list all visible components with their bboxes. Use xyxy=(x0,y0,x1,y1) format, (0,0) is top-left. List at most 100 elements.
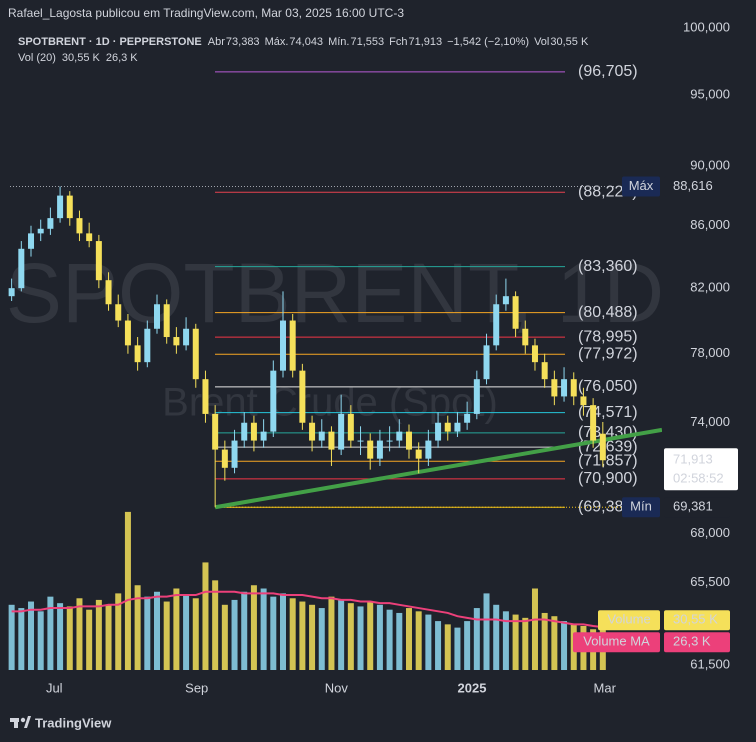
candle-body xyxy=(57,195,64,219)
volume-bar xyxy=(28,601,35,670)
volume-bar xyxy=(493,604,500,670)
volume-bar xyxy=(57,603,64,670)
candle-body xyxy=(493,304,500,346)
candle-body xyxy=(105,280,112,305)
candle-body xyxy=(241,422,248,441)
y-tick-label: 68,000 xyxy=(690,525,730,540)
candle-body xyxy=(531,345,538,363)
candle-body xyxy=(260,431,267,441)
legend-text: Mín. xyxy=(328,36,349,48)
legend-text: 74,043 xyxy=(289,36,323,48)
candle-body xyxy=(435,422,442,441)
volume-bar xyxy=(202,562,209,670)
legend-text: 73,383 xyxy=(226,36,260,48)
candle-body xyxy=(599,433,606,461)
min-name-badge xyxy=(622,497,660,518)
candle-body xyxy=(115,304,122,321)
volume-bar xyxy=(115,593,122,670)
legend-text: 26,3 K xyxy=(106,52,138,64)
legend-text: 30,55 K xyxy=(550,36,589,48)
level-label: (83,360) xyxy=(578,258,638,275)
candle-body xyxy=(367,440,374,459)
candle-body xyxy=(512,296,519,329)
volume-bar xyxy=(299,601,306,670)
price-axis-bg xyxy=(662,0,756,700)
volume-bar xyxy=(8,604,15,670)
candle-body xyxy=(289,320,296,371)
candle-body xyxy=(570,379,577,397)
candle-body xyxy=(338,413,345,450)
y-tick-label: 95,000 xyxy=(690,87,730,102)
max-value: 88,616 xyxy=(673,178,713,193)
candle-body xyxy=(154,304,161,329)
candle-body xyxy=(454,422,461,432)
volume-bar xyxy=(163,601,170,670)
candle-body xyxy=(347,413,354,441)
candle-body xyxy=(86,233,93,242)
header-bg xyxy=(0,0,662,28)
candle-body xyxy=(18,248,25,289)
volume-bar xyxy=(183,595,190,670)
candle-body xyxy=(415,449,422,459)
candle-body xyxy=(231,440,238,468)
candle-body xyxy=(580,396,587,406)
y-tick-label: 90,000 xyxy=(690,158,730,173)
candle-body xyxy=(183,328,190,346)
candle-body xyxy=(163,304,170,338)
volume-bar xyxy=(338,599,345,670)
volume-bar xyxy=(425,614,432,670)
volume-bar xyxy=(444,624,451,670)
volume-bar xyxy=(309,604,316,670)
level-label: (70,900) xyxy=(578,470,638,487)
candle-body xyxy=(144,328,151,363)
y-tick-label: 61,500 xyxy=(690,657,730,672)
countdown: 02:58:52 xyxy=(673,471,724,486)
volume-bar xyxy=(386,609,393,670)
candle-body xyxy=(28,233,35,249)
volume-bar xyxy=(561,621,568,670)
volume-bar xyxy=(192,598,199,670)
candle-body xyxy=(124,320,131,346)
volume-bar xyxy=(95,599,102,670)
volume-bar xyxy=(512,614,519,670)
legend-text: Vol (20) xyxy=(18,52,56,64)
volume-bar xyxy=(367,601,374,670)
min-name: Mín xyxy=(630,499,652,514)
candle-body xyxy=(202,379,209,414)
candle-body xyxy=(541,362,548,380)
candle-body xyxy=(8,288,15,297)
candle-body xyxy=(299,370,306,423)
candle-body xyxy=(95,241,102,281)
max-name-badge xyxy=(622,176,660,197)
volume-bar xyxy=(212,580,219,670)
volume_ma_badge-name-box xyxy=(573,632,660,653)
candle-body xyxy=(318,431,325,441)
candle-body xyxy=(357,440,364,442)
candle-body xyxy=(173,337,180,346)
candle-body xyxy=(328,431,335,450)
level-label: (71,857) xyxy=(578,452,638,469)
candle-body xyxy=(221,449,228,468)
volume_ma_badge-value: 26,3 K xyxy=(673,634,711,649)
level-label: (80,488) xyxy=(578,304,638,321)
legend-text: Fch xyxy=(389,36,407,48)
volume-bar xyxy=(37,611,44,670)
min-value: 69,381 xyxy=(673,499,713,514)
x-tick-label: Nov xyxy=(325,680,349,695)
candle-body xyxy=(66,195,73,219)
volume-bar xyxy=(270,596,277,670)
candle-body xyxy=(502,296,509,305)
candle-body xyxy=(192,328,199,380)
candle-body xyxy=(47,218,54,229)
candle-body xyxy=(464,413,471,423)
volume-bar xyxy=(405,608,412,670)
volume_badge-name: Volume xyxy=(607,612,650,627)
legend-text: 71,913 xyxy=(408,36,442,48)
max-value-badge xyxy=(664,176,730,197)
volume-bar xyxy=(551,616,558,670)
volume_badge-value: 30,55 K xyxy=(673,612,718,627)
x-tick-label: Mar xyxy=(594,680,617,695)
volume-bar xyxy=(221,604,228,670)
candle-body xyxy=(405,431,412,450)
volume-bar xyxy=(250,585,257,670)
